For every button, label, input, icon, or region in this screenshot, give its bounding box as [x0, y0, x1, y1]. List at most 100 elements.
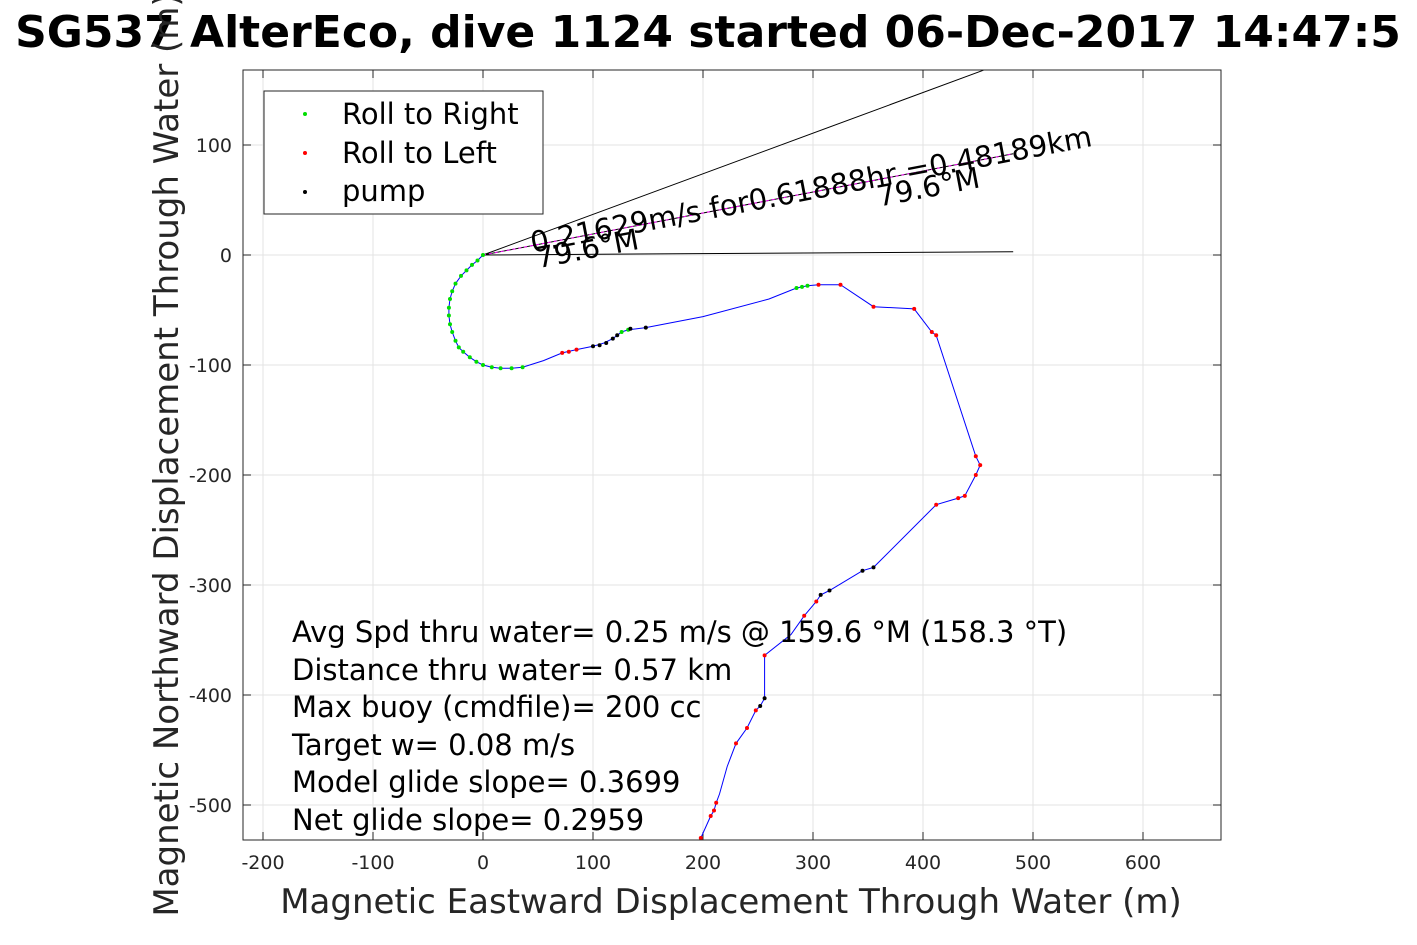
roll-to-left-point	[973, 454, 978, 459]
roll-to-right-point	[475, 258, 480, 263]
x-axis-ticks: -200 -100 0 100 200 300 400 500 600	[241, 70, 1161, 874]
x-tick-label: 100	[575, 852, 611, 874]
roll-to-left-point	[934, 333, 939, 338]
pump-point	[827, 588, 832, 593]
stat-avg-speed: Avg Spd thru water= 0.25 m/s @ 159.6 °M …	[292, 615, 1067, 649]
roll-to-right-point	[520, 365, 525, 370]
y-tick-label: -400	[189, 685, 232, 707]
y-tick-label: 100	[196, 135, 232, 157]
pump-point	[643, 325, 648, 330]
roll-to-right-point	[450, 330, 455, 334]
plot-border	[242, 69, 1222, 841]
roll-to-left-point	[708, 814, 713, 818]
roll-to-left-point	[978, 463, 983, 468]
roll-to-left-point	[956, 496, 961, 501]
roll-to-right-point	[461, 349, 466, 354]
heading-line	[482, 251, 1014, 256]
pump-point	[604, 341, 609, 345]
roll-to-left-point	[734, 741, 738, 746]
y-tick-label: -200	[189, 465, 232, 487]
heading-line	[482, 70, 984, 256]
roll-to-left-point	[838, 282, 843, 287]
roll-to-left-point	[574, 347, 579, 352]
stat-distance: Distance thru water= 0.57 km	[292, 653, 732, 687]
roll-to-right-point	[467, 355, 472, 360]
dive-statistics: Avg Spd thru water= 0.25 m/s @ 159.6 °M …	[291, 615, 1067, 837]
y-tick-label: -100	[189, 355, 232, 377]
stat-max-buoy: Max buoy (cmdfile)= 200 cc	[292, 690, 701, 724]
roll-to-right-point	[464, 268, 469, 273]
y-axis-label: Magnetic Northward Displacement Through …	[147, 0, 187, 917]
y-tick-label: -300	[189, 575, 232, 597]
roll-to-right-point	[800, 284, 804, 289]
roll-to-left-point	[566, 349, 571, 354]
legend-label-roll-to-right: Roll to Right	[342, 97, 519, 131]
roll-to-left-point	[929, 330, 934, 334]
roll-to-right-point	[509, 366, 514, 371]
x-tick-label: -200	[241, 852, 284, 874]
roll-to-right-point	[481, 253, 485, 257]
roll-to-right-point	[450, 289, 455, 294]
roll-to-left-point	[912, 306, 917, 311]
legend-marker-roll-to-right	[303, 112, 307, 116]
x-tick-label: -100	[351, 852, 394, 874]
roll-to-right-point	[619, 330, 624, 334]
roll-to-left-point	[934, 502, 939, 507]
roll-to-right-point	[446, 305, 451, 310]
chart-title: SG537 AlterEco, dive 1124 started 06-Dec…	[15, 7, 1401, 58]
pump-point	[762, 696, 767, 701]
y-axis-ticks: -500 -400 -300 -200 -100 0 100	[189, 135, 1221, 817]
roll-to-right-series	[446, 253, 810, 371]
pump-point	[615, 333, 620, 338]
roll-to-left-point	[816, 282, 821, 287]
legend-label-pump: pump	[342, 174, 425, 208]
roll-to-right-point	[448, 297, 452, 301]
roll-to-right-point	[446, 313, 451, 318]
roll-to-right-point	[459, 273, 463, 278]
roll-to-left-point	[802, 613, 807, 618]
heading-lines	[482, 70, 1014, 256]
roll-to-right-point	[794, 286, 799, 290]
roll-to-left-series	[560, 282, 983, 840]
pump-point	[758, 704, 763, 708]
roll-to-left-point	[762, 653, 767, 658]
pump-series	[591, 325, 876, 708]
roll-to-left-point	[745, 726, 749, 730]
x-tick-label: 600	[1125, 852, 1161, 874]
pump-point	[591, 344, 595, 349]
legend: Roll to Right Roll to Left pump	[263, 90, 544, 215]
roll-to-right-point	[474, 359, 479, 364]
roll-to-left-point	[973, 473, 978, 477]
pump-point	[871, 565, 876, 570]
x-tick-label: 300	[795, 852, 831, 874]
roll-to-right-point	[470, 262, 474, 267]
roll-to-left-point	[712, 808, 716, 813]
y-tick-label: -500	[189, 795, 232, 817]
roll-to-left-point	[753, 708, 758, 713]
stat-net-glide-slope: Net glide slope= 0.2959	[292, 803, 644, 837]
x-tick-label: 400	[905, 852, 941, 874]
x-tick-label: 500	[1015, 852, 1051, 874]
roll-to-right-point	[456, 345, 461, 350]
x-axis-label: Magnetic Eastward Displacement Through W…	[280, 882, 1182, 922]
roll-to-left-point	[962, 493, 967, 498]
pump-point	[860, 568, 865, 573]
roll-to-left-point	[560, 350, 565, 355]
roll-to-right-point	[805, 283, 810, 288]
roll-to-left-point	[871, 304, 876, 309]
roll-to-left-point	[814, 599, 819, 604]
roll-to-right-point	[448, 322, 452, 327]
pump-point	[628, 326, 633, 331]
roll-to-right-point	[481, 363, 485, 367]
stat-target-w: Target w= 0.08 m/s	[291, 728, 575, 762]
legend-label-roll-to-left: Roll to Left	[342, 136, 497, 170]
roll-to-left-point	[698, 836, 703, 840]
roll-to-left-point	[714, 800, 719, 805]
legend-box	[263, 90, 544, 215]
stat-model-glide-slope: Model glide slope= 0.3699	[292, 765, 680, 799]
roll-to-right-point	[489, 365, 494, 370]
x-tick-label: 200	[685, 852, 721, 874]
pump-point	[610, 336, 615, 341]
legend-marker-pump	[303, 190, 307, 194]
